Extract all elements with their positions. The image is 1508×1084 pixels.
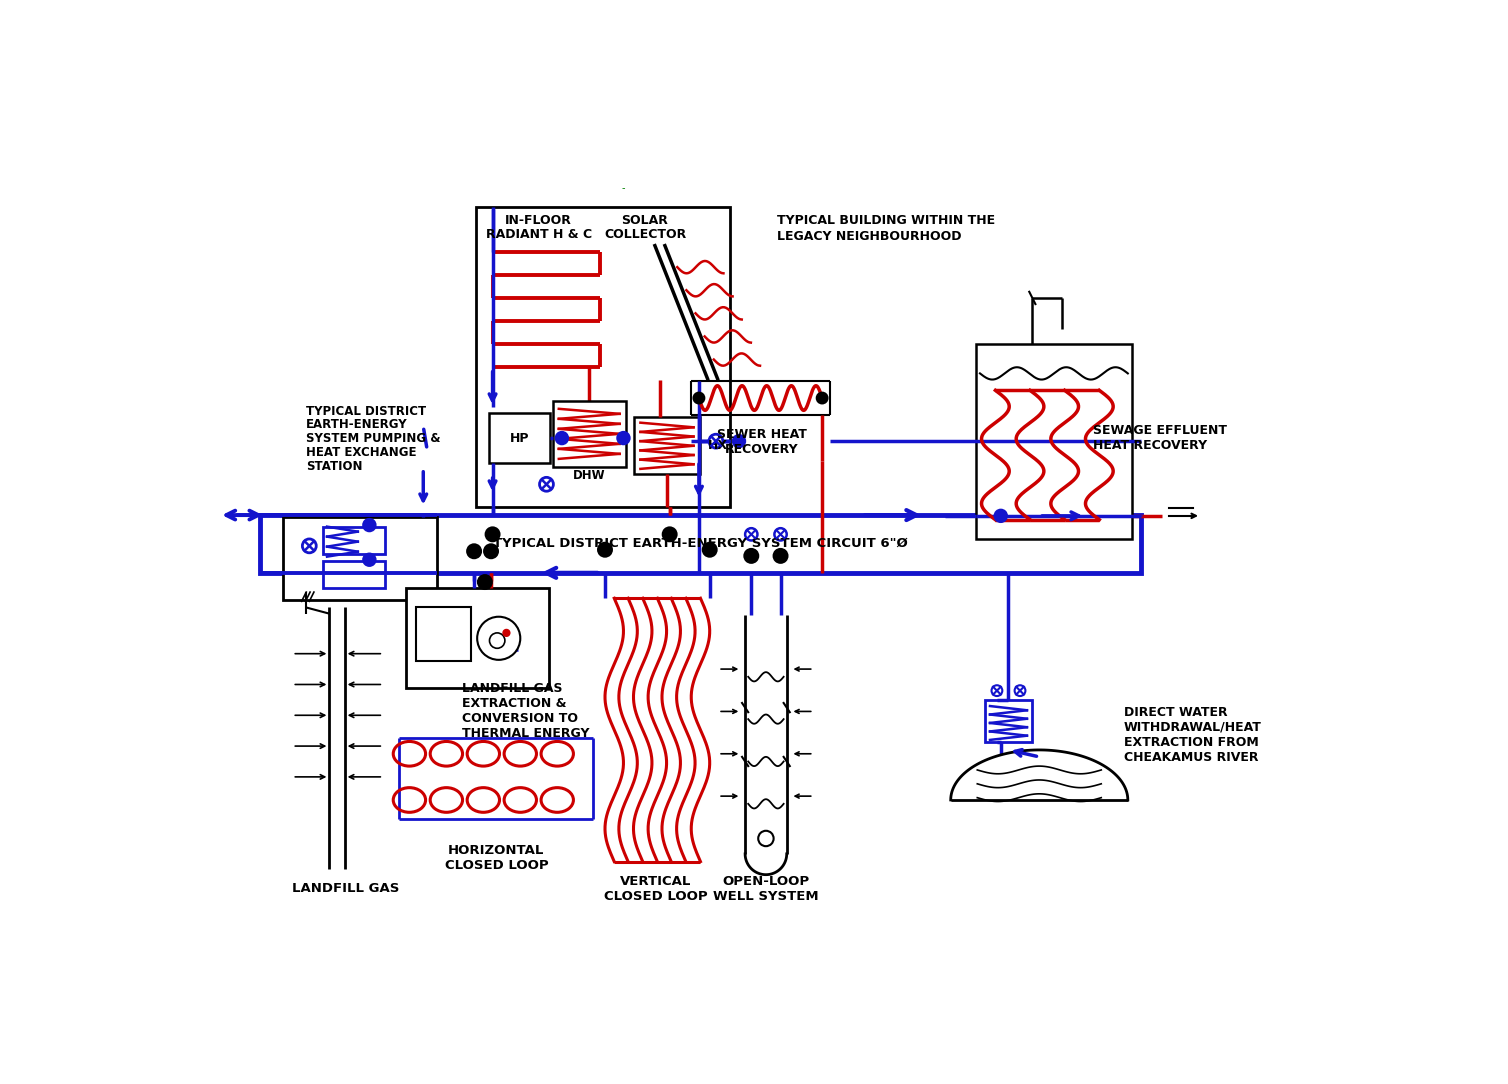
Circle shape bbox=[1015, 685, 1025, 696]
Text: COLLECTOR: COLLECTOR bbox=[603, 228, 686, 241]
Bar bbox=[976, 344, 1131, 539]
Text: -: - bbox=[621, 183, 626, 193]
Circle shape bbox=[467, 544, 481, 558]
Circle shape bbox=[490, 633, 505, 648]
Text: HEAT EXCHANGE: HEAT EXCHANGE bbox=[306, 447, 416, 460]
Text: LEGACY NEIGHBOURHOOD: LEGACY NEIGHBOURHOOD bbox=[778, 230, 962, 243]
Text: IN-FLOOR: IN-FLOOR bbox=[505, 215, 572, 228]
Circle shape bbox=[662, 528, 677, 541]
Circle shape bbox=[694, 392, 704, 403]
Circle shape bbox=[995, 509, 1007, 522]
Circle shape bbox=[774, 549, 787, 563]
Circle shape bbox=[363, 554, 375, 566]
Bar bbox=[323, 562, 385, 589]
Circle shape bbox=[486, 528, 499, 541]
Circle shape bbox=[303, 539, 317, 553]
Circle shape bbox=[745, 549, 759, 563]
Text: VERTICAL
CLOSED LOOP: VERTICAL CLOSED LOOP bbox=[605, 875, 707, 903]
Circle shape bbox=[556, 431, 569, 444]
Text: OPEN-LOOP
WELL SYSTEM: OPEN-LOOP WELL SYSTEM bbox=[713, 875, 819, 903]
Bar bbox=[416, 607, 470, 661]
Circle shape bbox=[775, 528, 787, 541]
Circle shape bbox=[617, 431, 630, 444]
Bar bbox=[635, 416, 700, 475]
Circle shape bbox=[363, 519, 375, 531]
Circle shape bbox=[540, 477, 553, 491]
Circle shape bbox=[759, 830, 774, 847]
Bar bbox=[406, 589, 549, 688]
Text: RADIANT H & C: RADIANT H & C bbox=[486, 228, 591, 241]
Circle shape bbox=[733, 435, 745, 448]
Circle shape bbox=[504, 630, 510, 636]
Bar bbox=[259, 515, 1142, 572]
Text: HP: HP bbox=[510, 431, 529, 444]
Bar bbox=[985, 700, 1031, 743]
Text: SYSTEM PUMPING &: SYSTEM PUMPING & bbox=[306, 433, 440, 446]
Bar bbox=[489, 413, 550, 464]
Text: HORIZONTAL
CLOSED LOOP: HORIZONTAL CLOSED LOOP bbox=[445, 843, 549, 872]
Text: TYPICAL DISTRICT EARTH-ENERGY SYSTEM CIRCUIT 6"Ø: TYPICAL DISTRICT EARTH-ENERGY SYSTEM CIR… bbox=[493, 537, 908, 550]
Text: SEWAGE EFFLUENT
HEAT RECOVERY: SEWAGE EFFLUENT HEAT RECOVERY bbox=[1093, 424, 1228, 452]
Text: LANDFILL GAS: LANDFILL GAS bbox=[293, 882, 400, 895]
Text: EARTH-ENERGY: EARTH-ENERGY bbox=[306, 418, 407, 431]
Circle shape bbox=[478, 576, 492, 589]
Circle shape bbox=[703, 543, 716, 557]
Text: SOLAR: SOLAR bbox=[621, 215, 668, 228]
Circle shape bbox=[709, 435, 722, 448]
Circle shape bbox=[992, 685, 1003, 696]
Text: TYPICAL DISTRICT: TYPICAL DISTRICT bbox=[306, 404, 427, 417]
Text: HX: HX bbox=[707, 439, 727, 452]
Text: DHW: DHW bbox=[573, 469, 605, 482]
Circle shape bbox=[477, 617, 520, 660]
Bar bbox=[552, 401, 626, 466]
Text: STATION: STATION bbox=[306, 460, 363, 473]
Bar bbox=[475, 207, 730, 507]
Text: SEWER HEAT
RECOVERY: SEWER HEAT RECOVERY bbox=[718, 428, 807, 456]
Bar bbox=[284, 517, 437, 599]
Text: LANDFILL GAS
EXTRACTION &
CONVERSION TO
THERMAL ENERGY: LANDFILL GAS EXTRACTION & CONVERSION TO … bbox=[461, 683, 590, 740]
Circle shape bbox=[599, 543, 612, 557]
Bar bbox=[323, 527, 385, 554]
Text: TYPICAL BUILDING WITHIN THE: TYPICAL BUILDING WITHIN THE bbox=[778, 215, 995, 228]
Circle shape bbox=[745, 528, 757, 541]
Circle shape bbox=[817, 392, 828, 403]
Circle shape bbox=[484, 544, 498, 558]
Text: DIRECT WATER
WITHDRAWAL/HEAT
EXTRACTION FROM
CHEAKAMUS RIVER: DIRECT WATER WITHDRAWAL/HEAT EXTRACTION … bbox=[1123, 706, 1262, 763]
